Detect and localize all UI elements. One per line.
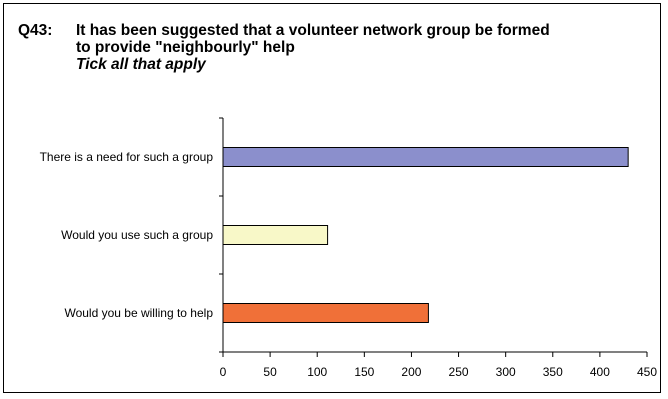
x-tick-label: 450 [637,365,657,379]
x-tick-label: 400 [590,365,610,379]
question-line-2: to provide "neighbourly" help [76,39,295,56]
category-label: There is a need for such a group [40,150,214,164]
bar [222,303,429,323]
question-text: It has been suggested that a volunteer n… [76,22,668,56]
x-tick-label: 350 [543,365,563,379]
x-tick-label: 0 [220,365,227,379]
question-line-1: It has been suggested that a volunteer n… [76,22,550,39]
x-tick-label: 300 [496,365,516,379]
bar [222,147,629,167]
x-tick-label: 100 [307,365,327,379]
category-label: Would you use such a group [61,228,213,242]
x-tick-label: 250 [449,365,469,379]
category-label: Would you be willing to help [64,306,213,320]
chart-frame [3,3,661,393]
question-instruction: Tick all that apply [76,56,206,73]
x-tick-label: 200 [401,365,421,379]
x-tick-label: 150 [354,365,374,379]
question-number: Q43: [18,22,53,39]
bar [222,225,329,245]
x-tick-label: 50 [263,365,277,379]
